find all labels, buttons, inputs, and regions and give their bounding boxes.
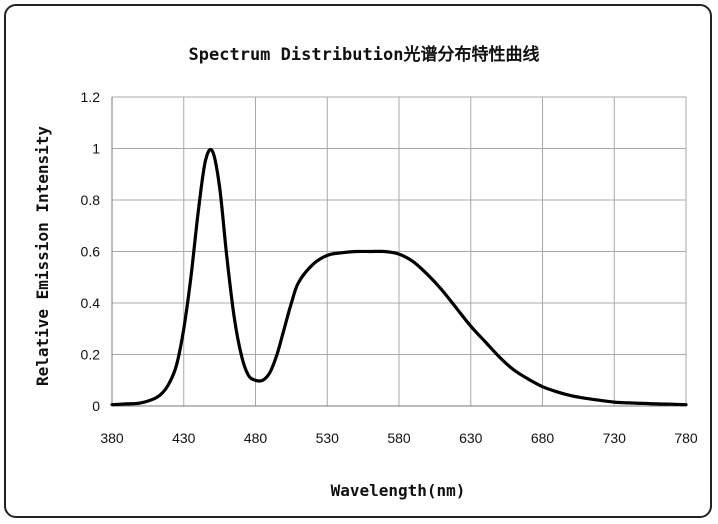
y-tick-label: 0.4: [81, 295, 101, 311]
x-tick-label: 580: [387, 430, 411, 446]
emission-spectrum-line: [110, 147, 688, 407]
chart-frame: [4, 4, 712, 518]
x-axis-ticks: 380 430 480 530 580 630 680 730 780: [100, 430, 698, 446]
x-tick-label: 730: [603, 430, 627, 446]
x-tick-label: 380: [100, 430, 124, 446]
y-tick-label: 0.6: [81, 244, 101, 260]
x-tick-label: 680: [531, 430, 555, 446]
x-tick-label: 480: [244, 430, 268, 446]
y-tick-label: 1.2: [81, 89, 101, 105]
x-tick-label: 530: [316, 430, 340, 446]
y-axis-ticks: 0 0.2 0.4 0.6 0.8 1 1.2: [81, 89, 101, 414]
y-tick-label: 0.8: [81, 192, 101, 208]
y-axis-label: Relative Emission Intensity: [33, 126, 52, 386]
chart-title: Spectrum Distribution光谱分布特性曲线: [189, 44, 540, 65]
x-tick-label: 430: [172, 430, 196, 446]
x-axis-label: Wavelength(nm): [331, 481, 466, 500]
y-tick-label: 0: [92, 398, 100, 414]
y-tick-label: 0.2: [81, 347, 101, 363]
gridlines: [111, 96, 687, 407]
x-tick-label: 780: [674, 430, 698, 446]
y-tick-label: 1: [92, 141, 100, 157]
x-tick-label: 630: [459, 430, 483, 446]
